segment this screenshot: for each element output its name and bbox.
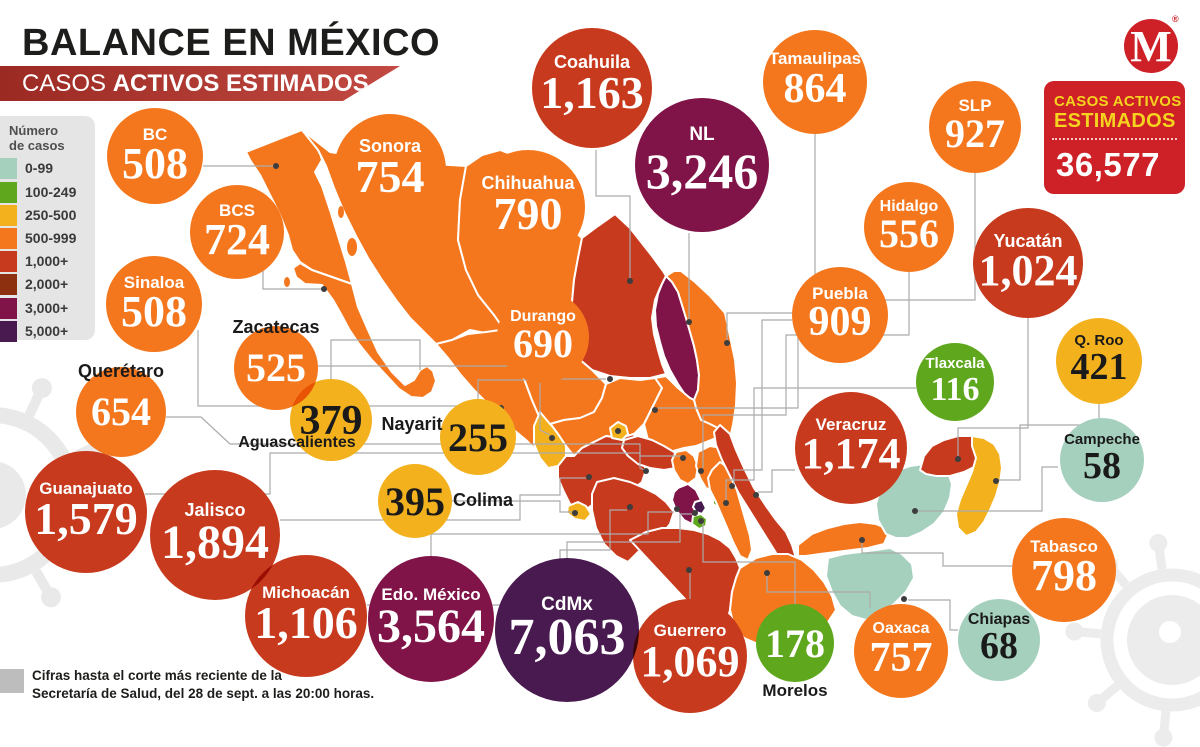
svg-text:1,069: 1,069 — [641, 637, 740, 686]
svg-text:Zacatecas: Zacatecas — [232, 317, 319, 337]
svg-text:790: 790 — [494, 188, 563, 239]
svg-text:421: 421 — [1071, 346, 1128, 388]
svg-text:Jalisco: Jalisco — [184, 500, 245, 520]
svg-text:Sonora: Sonora — [359, 136, 422, 156]
svg-text:1,894: 1,894 — [161, 516, 269, 569]
svg-text:Guerrero: Guerrero — [654, 621, 727, 640]
svg-text:724: 724 — [204, 215, 270, 264]
svg-text:Morelos: Morelos — [762, 681, 827, 700]
svg-text:NL: NL — [689, 124, 715, 145]
svg-text:508: 508 — [121, 287, 187, 336]
svg-text:757: 757 — [870, 635, 933, 681]
svg-text:Oaxaca: Oaxaca — [873, 620, 930, 637]
svg-text:CdMx: CdMx — [541, 594, 593, 615]
svg-text:Campeche: Campeche — [1064, 431, 1140, 448]
svg-text:798: 798 — [1031, 551, 1097, 600]
svg-text:754: 754 — [356, 151, 425, 202]
svg-text:1,163: 1,163 — [540, 67, 644, 118]
svg-text:SLP: SLP — [958, 96, 991, 115]
svg-text:68: 68 — [980, 625, 1018, 667]
svg-text:Querétaro: Querétaro — [78, 361, 164, 381]
svg-text:379: 379 — [300, 398, 363, 444]
svg-text:Edo. México: Edo. México — [381, 585, 480, 604]
svg-text:927: 927 — [945, 111, 1005, 156]
svg-text:58: 58 — [1083, 445, 1121, 487]
svg-text:Colima: Colima — [453, 490, 514, 510]
svg-text:Durango: Durango — [510, 308, 576, 325]
svg-text:1,106: 1,106 — [254, 597, 358, 648]
svg-text:395: 395 — [385, 479, 445, 524]
svg-text:Tlaxcala: Tlaxcala — [925, 355, 985, 372]
svg-text:Aguascalientes: Aguascalientes — [238, 434, 355, 451]
svg-text:1,174: 1,174 — [802, 429, 901, 478]
svg-text:178: 178 — [765, 621, 825, 666]
svg-text:BCS: BCS — [219, 201, 255, 220]
svg-text:116: 116 — [930, 371, 979, 408]
svg-text:Q. Roo: Q. Roo — [1074, 332, 1123, 349]
svg-text:1,024: 1,024 — [979, 246, 1078, 295]
svg-text:654: 654 — [91, 389, 151, 434]
svg-text:Puebla: Puebla — [812, 284, 868, 303]
svg-text:1,579: 1,579 — [34, 493, 138, 544]
svg-text:BC: BC — [143, 125, 168, 144]
svg-text:Veracruz: Veracruz — [816, 415, 887, 434]
svg-text:Michoacán: Michoacán — [262, 583, 350, 602]
svg-text:3,564: 3,564 — [377, 600, 485, 653]
svg-text:Tamaulipas: Tamaulipas — [769, 49, 861, 68]
svg-text:Sinaloa: Sinaloa — [124, 273, 185, 292]
svg-text:Hidalgo: Hidalgo — [880, 198, 939, 215]
svg-text:Yucatán: Yucatán — [993, 231, 1062, 251]
svg-text:Coahuila: Coahuila — [554, 52, 631, 72]
svg-text:255: 255 — [448, 415, 508, 460]
svg-text:556: 556 — [879, 211, 939, 256]
svg-text:Nayarit: Nayarit — [381, 414, 442, 434]
svg-text:864: 864 — [784, 66, 847, 112]
svg-text:Chihuahua: Chihuahua — [482, 173, 576, 193]
svg-text:508: 508 — [122, 139, 188, 188]
svg-text:909: 909 — [809, 299, 872, 345]
svg-text:7,063: 7,063 — [509, 609, 626, 666]
svg-text:Chiapas: Chiapas — [968, 611, 1030, 628]
svg-text:Guanajuato: Guanajuato — [39, 479, 133, 498]
svg-text:690: 690 — [513, 321, 573, 366]
svg-text:Tabasco: Tabasco — [1030, 537, 1098, 556]
svg-text:525: 525 — [246, 345, 306, 390]
svg-text:3,246: 3,246 — [646, 143, 759, 199]
